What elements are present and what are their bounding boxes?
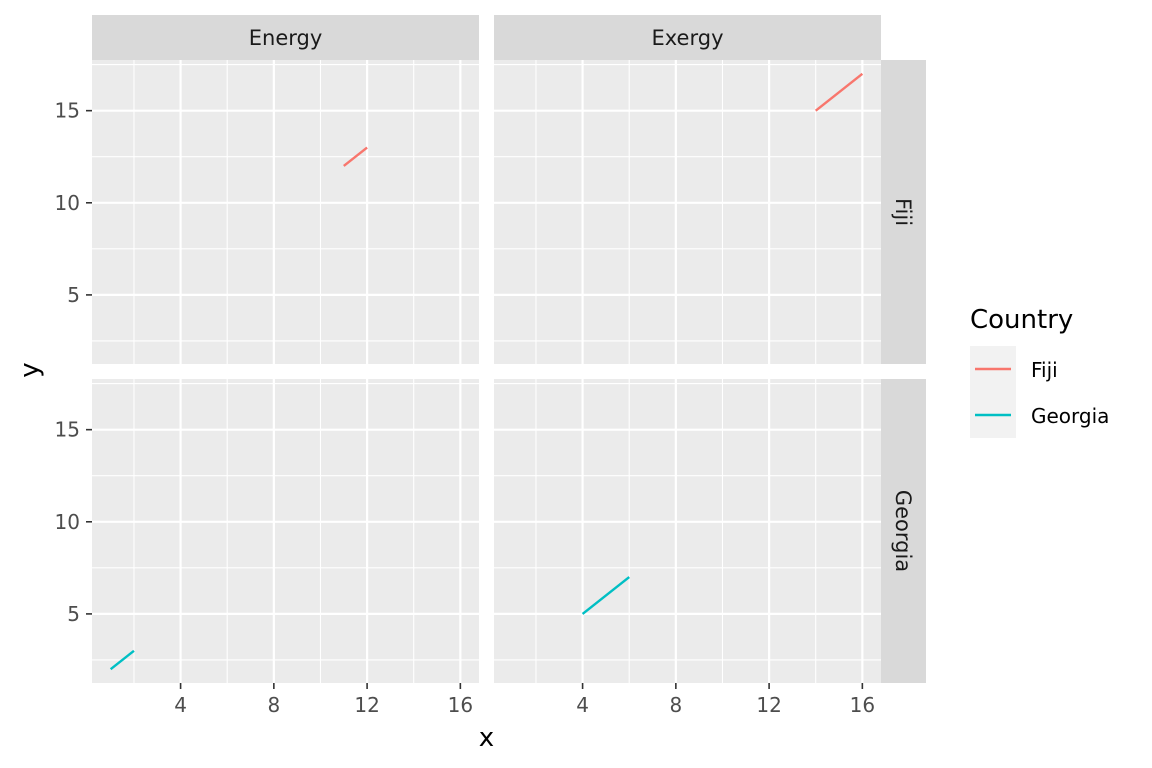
x-tick-label: 4 (174, 693, 187, 717)
x-tick-label: 16 (850, 693, 875, 717)
legend-label-fiji: Fiji (1031, 358, 1058, 382)
strip-fiji-label: Fiji (891, 198, 915, 226)
axes: 5 10 15 5 10 15 4 8 12 16 4 8 12 16 (55, 99, 876, 717)
y-tick-label: 10 (55, 191, 80, 215)
strip-energy-label: Energy (249, 26, 323, 50)
series-line-georgia (581, 576, 630, 615)
y-tick-label: 10 (55, 510, 80, 534)
x-axis-title: x (479, 723, 494, 753)
strip-exergy (494, 15, 881, 60)
facet-strips-right: Fiji Georgia (881, 60, 926, 683)
legend: Country Fiji Georgia (970, 305, 1109, 438)
y-tick-label: 5 (67, 283, 80, 307)
panel-exergy-georgia (494, 379, 881, 683)
series-line-georgia (109, 649, 135, 671)
panels (92, 60, 881, 683)
strip-georgia-label: Georgia (891, 490, 915, 572)
x-tick-label: 8 (669, 693, 682, 717)
strip-energy (92, 15, 479, 60)
x-tick-label: 12 (354, 693, 379, 717)
y-tick-label: 5 (67, 602, 80, 626)
legend-key-background (970, 346, 1016, 438)
x-tick-label: 16 (448, 693, 473, 717)
panel-background (92, 60, 479, 364)
strip-exergy-label: Exergy (652, 26, 724, 50)
panel-background (92, 379, 479, 683)
panel-background (494, 379, 881, 683)
facet-strips-top: Energy Exergy (92, 15, 881, 60)
y-axis-title: y (15, 362, 45, 377)
legend-title: Country (970, 305, 1073, 335)
x-tick-label: 4 (576, 693, 589, 717)
x-tick-label: 8 (267, 693, 280, 717)
series-line-fiji (343, 146, 368, 167)
y-tick-label: 15 (55, 418, 80, 442)
y-tick-label: 15 (55, 99, 80, 123)
strip-fiji (881, 60, 926, 364)
strip-georgia (881, 379, 926, 683)
series-line-fiji (814, 72, 864, 112)
panel-energy-fiji (92, 60, 479, 364)
legend-label-georgia: Georgia (1031, 404, 1109, 428)
x-tick-label: 12 (756, 693, 781, 717)
panel-exergy-fiji (494, 60, 881, 364)
panel-energy-georgia (92, 379, 479, 683)
